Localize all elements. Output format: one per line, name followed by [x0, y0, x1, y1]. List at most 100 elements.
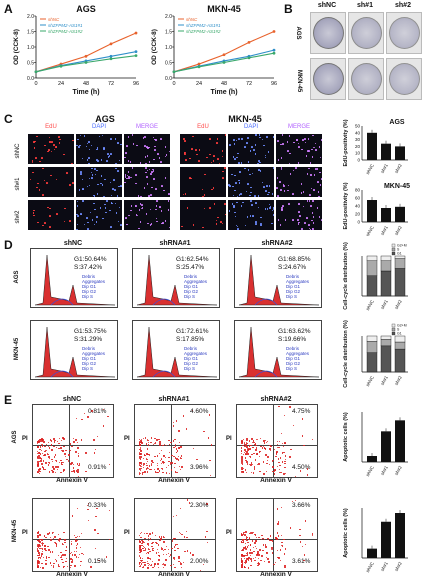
bar-segment — [394, 341, 406, 350]
g1-peak — [34, 254, 116, 306]
bar — [395, 206, 405, 222]
bar — [395, 420, 405, 462]
data-point — [272, 51, 276, 55]
histogram-legend-entry: Dip G1 — [184, 284, 199, 289]
colony-row-ags: AGS — [295, 26, 301, 40]
x-tick-label: 48 — [221, 81, 227, 87]
histogram-legend-entry: Dip S — [82, 294, 94, 299]
bar-segment — [380, 335, 392, 340]
apoptosis-scatter-plot — [32, 498, 114, 572]
y-tick-label: 0 — [357, 158, 360, 163]
data-point — [84, 61, 88, 64]
y-tick-label: 10 — [355, 151, 361, 156]
chart-title: MKN-45 — [207, 4, 241, 14]
channel-label: EdU — [197, 124, 209, 130]
x-tick-label: shNC — [365, 560, 375, 573]
microscopy-image — [124, 200, 170, 230]
histogram-legend-entry: Dip G1 — [82, 356, 97, 361]
x-tick-label: 24 — [58, 81, 64, 87]
histogram-row-label: AGS — [14, 270, 20, 284]
y-axis-label: EdU-positivity (%) — [343, 119, 349, 166]
apoptosis-scatter-grid: shNC shRNA#1 shRNA#2 AGS MKN-45 0.81% 0.91% Ann… — [10, 396, 340, 582]
histogram-legend-entry: Debris — [184, 346, 198, 351]
g1-percentage: G1:62.54% — [176, 256, 209, 263]
data-point — [109, 57, 113, 61]
data-point — [222, 61, 226, 64]
x-tick-label: sh#2 — [394, 561, 403, 572]
quadrant-divider — [171, 405, 172, 477]
microscopy-image — [228, 200, 274, 230]
x-tick-label: 48 — [83, 81, 89, 87]
data-point — [109, 42, 113, 46]
facs-y-axis-label: PI — [226, 436, 232, 442]
late-apoptosis-percentage: 0.81% — [88, 408, 107, 415]
colony-row-mkn45: MKN-45 — [296, 69, 302, 93]
y-axis-label: Cell-cycle distribution (%) — [343, 320, 349, 388]
quadrant-divider — [69, 405, 70, 477]
x-tick-label: shNC — [365, 464, 375, 477]
histogram-legend-entry: Dip S — [82, 366, 94, 371]
histogram-plot — [34, 254, 116, 306]
y-axis-label: EdU-positivity (%) — [343, 182, 349, 229]
bar-segment — [366, 260, 378, 276]
legend-entry: shNC — [48, 17, 60, 22]
x-axis-label: Time (h) — [210, 89, 237, 96]
channel-label: DAPI — [91, 124, 106, 130]
histogram-plot — [136, 326, 218, 378]
y-tick-label: 40 — [355, 130, 361, 135]
data-point — [134, 54, 138, 58]
facs-y-axis-label: PI — [124, 436, 130, 442]
s-phase-curve — [50, 370, 74, 378]
apoptosis-scatter-plot — [134, 498, 216, 572]
g1-peak — [238, 254, 320, 306]
histogram-legend-entry: Dip G1 — [286, 356, 301, 361]
bar-segment — [394, 255, 406, 259]
bar-chart-title: MKN-45 — [384, 183, 410, 190]
bar — [367, 132, 377, 160]
y-tick-label: 20 — [355, 144, 361, 149]
bar-segment — [366, 352, 378, 373]
x-tick-label: shNC — [365, 224, 375, 236]
microscopy-image — [180, 134, 226, 164]
late-apoptosis-percentage: 2.30% — [190, 502, 209, 509]
channel-label: DAPI — [243, 124, 258, 130]
g1-percentage: G1:53.75% — [74, 328, 107, 335]
x-tick-label: sh#2 — [394, 375, 403, 386]
x-tick-label: shNC — [365, 298, 375, 311]
x-tick-label: 24 — [196, 81, 202, 87]
histogram-legend-entry: Dip S — [184, 294, 196, 299]
g1-percentage: G1:50.64% — [74, 256, 107, 263]
microscopy-image — [28, 134, 74, 164]
legend-entry: G1 — [397, 332, 402, 336]
s-percentage: S:25.47% — [176, 264, 205, 271]
y-tick-label: 2.0 — [27, 14, 34, 20]
colony-well — [310, 12, 346, 54]
g1-percentage: G1:63.62% — [278, 328, 311, 335]
microscopy-image — [276, 200, 322, 230]
histogram-plot — [34, 326, 116, 378]
quadrant-divider — [171, 499, 172, 571]
quadrant-divider — [33, 538, 113, 540]
bar-chart-apoptosis-mkn45: shNC sh#1 sh#2 Apoptotic cells (%) — [343, 508, 408, 573]
late-apoptosis-percentage: 3.66% — [292, 502, 311, 509]
data-point — [272, 30, 276, 33]
g1-peak — [238, 326, 320, 378]
microscopy-image — [276, 167, 322, 197]
microscopy-image — [228, 167, 274, 197]
s-phase-curve — [50, 298, 74, 306]
histogram-legend-entry: Dip S — [286, 366, 298, 371]
bar-segment — [394, 335, 406, 343]
apoptosis-scatter-plot — [32, 404, 114, 478]
s-phase-curve — [152, 298, 176, 306]
y-tick-label: 80 — [355, 188, 361, 193]
s-phase-curve — [254, 298, 278, 306]
bar-segment — [366, 341, 378, 353]
facs-col-label: shRNA#1 — [158, 396, 190, 403]
bar-segment — [380, 260, 392, 272]
legend-swatch — [391, 251, 396, 256]
colony-col-shnc: shNC — [317, 2, 337, 9]
